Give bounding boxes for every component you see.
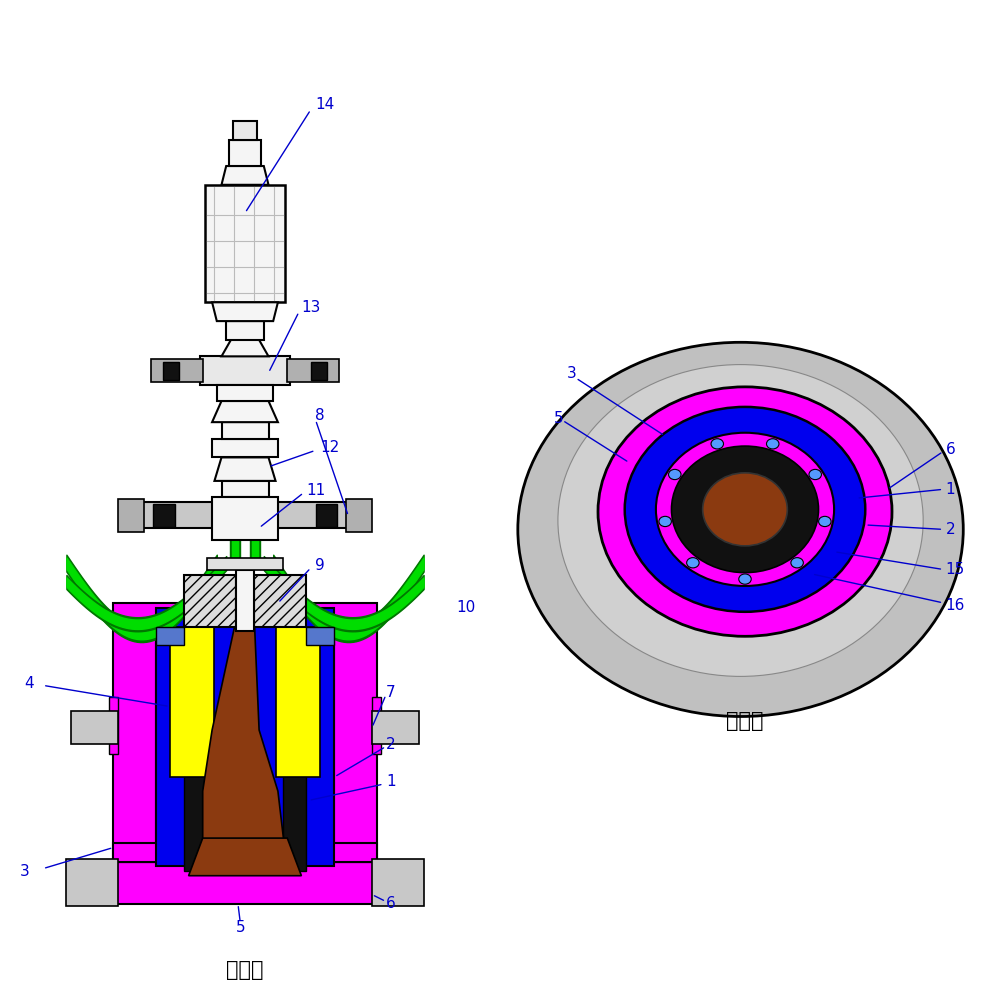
Bar [113, 627, 156, 861]
Text: 5: 5 [236, 920, 245, 935]
Text: 8: 8 [316, 408, 325, 423]
Ellipse shape [711, 439, 724, 448]
Bar [207, 558, 283, 570]
Ellipse shape [669, 469, 681, 479]
Bar [229, 141, 261, 166]
Bar [306, 627, 334, 645]
Text: 7: 7 [386, 685, 396, 700]
Bar [109, 697, 118, 753]
Ellipse shape [766, 439, 779, 448]
Bar [236, 570, 254, 632]
Text: 剖视图: 剖视图 [226, 959, 264, 980]
Text: 5: 5 [553, 411, 563, 426]
Bar [113, 861, 377, 904]
Bar [316, 504, 337, 527]
Ellipse shape [672, 446, 818, 572]
Text: 3: 3 [567, 366, 577, 381]
Text: 1: 1 [945, 482, 955, 497]
Text: 10: 10 [456, 600, 476, 616]
Bar [163, 362, 179, 380]
Bar [184, 627, 207, 871]
Text: 4: 4 [24, 675, 34, 690]
Bar [334, 627, 377, 861]
Bar [71, 711, 118, 744]
Bar [184, 575, 236, 627]
Bar [153, 504, 175, 527]
Ellipse shape [656, 433, 834, 586]
Bar [372, 711, 419, 744]
Ellipse shape [791, 557, 803, 568]
Ellipse shape [739, 574, 751, 584]
Text: 6: 6 [386, 896, 396, 912]
Bar [212, 497, 278, 540]
Text: 12: 12 [320, 441, 339, 455]
Ellipse shape [659, 517, 671, 527]
Text: 13: 13 [301, 300, 321, 315]
Text: 3: 3 [19, 863, 29, 878]
Ellipse shape [703, 473, 787, 545]
Bar [156, 608, 334, 866]
Bar [372, 859, 424, 906]
Text: 6: 6 [945, 442, 955, 456]
Polygon shape [189, 839, 301, 876]
Bar [254, 575, 306, 627]
Polygon shape [212, 302, 278, 321]
Ellipse shape [518, 343, 963, 717]
Ellipse shape [819, 517, 831, 527]
Ellipse shape [625, 407, 865, 612]
Polygon shape [222, 166, 268, 185]
Bar [142, 502, 348, 528]
Bar [212, 439, 278, 457]
Text: 14: 14 [316, 97, 335, 113]
Ellipse shape [558, 364, 923, 676]
Bar [205, 185, 285, 302]
Bar [118, 499, 144, 532]
Bar [230, 523, 240, 565]
Ellipse shape [598, 387, 892, 637]
Text: 16: 16 [945, 598, 965, 613]
Text: 9: 9 [316, 558, 325, 573]
Ellipse shape [687, 557, 699, 568]
Bar [66, 859, 118, 906]
Polygon shape [222, 340, 268, 356]
Bar [217, 384, 273, 401]
Bar [276, 627, 320, 777]
Bar [346, 499, 372, 532]
Text: 11: 11 [306, 483, 325, 498]
Bar [233, 122, 257, 141]
Bar [113, 842, 377, 861]
Bar [232, 523, 238, 565]
Text: 1: 1 [386, 774, 396, 789]
Bar [156, 627, 184, 645]
Bar [113, 603, 377, 627]
Bar [287, 358, 339, 382]
Text: 仰视图: 仰视图 [726, 711, 764, 731]
Polygon shape [212, 401, 278, 422]
Bar [250, 523, 260, 565]
Bar [200, 356, 290, 384]
Bar [170, 627, 214, 777]
Bar [311, 362, 327, 380]
Polygon shape [214, 457, 276, 481]
Ellipse shape [809, 469, 821, 479]
Text: 2: 2 [386, 737, 396, 751]
Bar [372, 697, 381, 753]
Polygon shape [203, 622, 287, 871]
Bar [283, 627, 306, 871]
Text: 2: 2 [945, 522, 955, 537]
Text: 15: 15 [945, 562, 965, 577]
Bar [151, 358, 203, 382]
Bar [222, 422, 268, 439]
Bar [226, 321, 264, 340]
Bar [222, 481, 268, 497]
Bar [252, 523, 258, 565]
